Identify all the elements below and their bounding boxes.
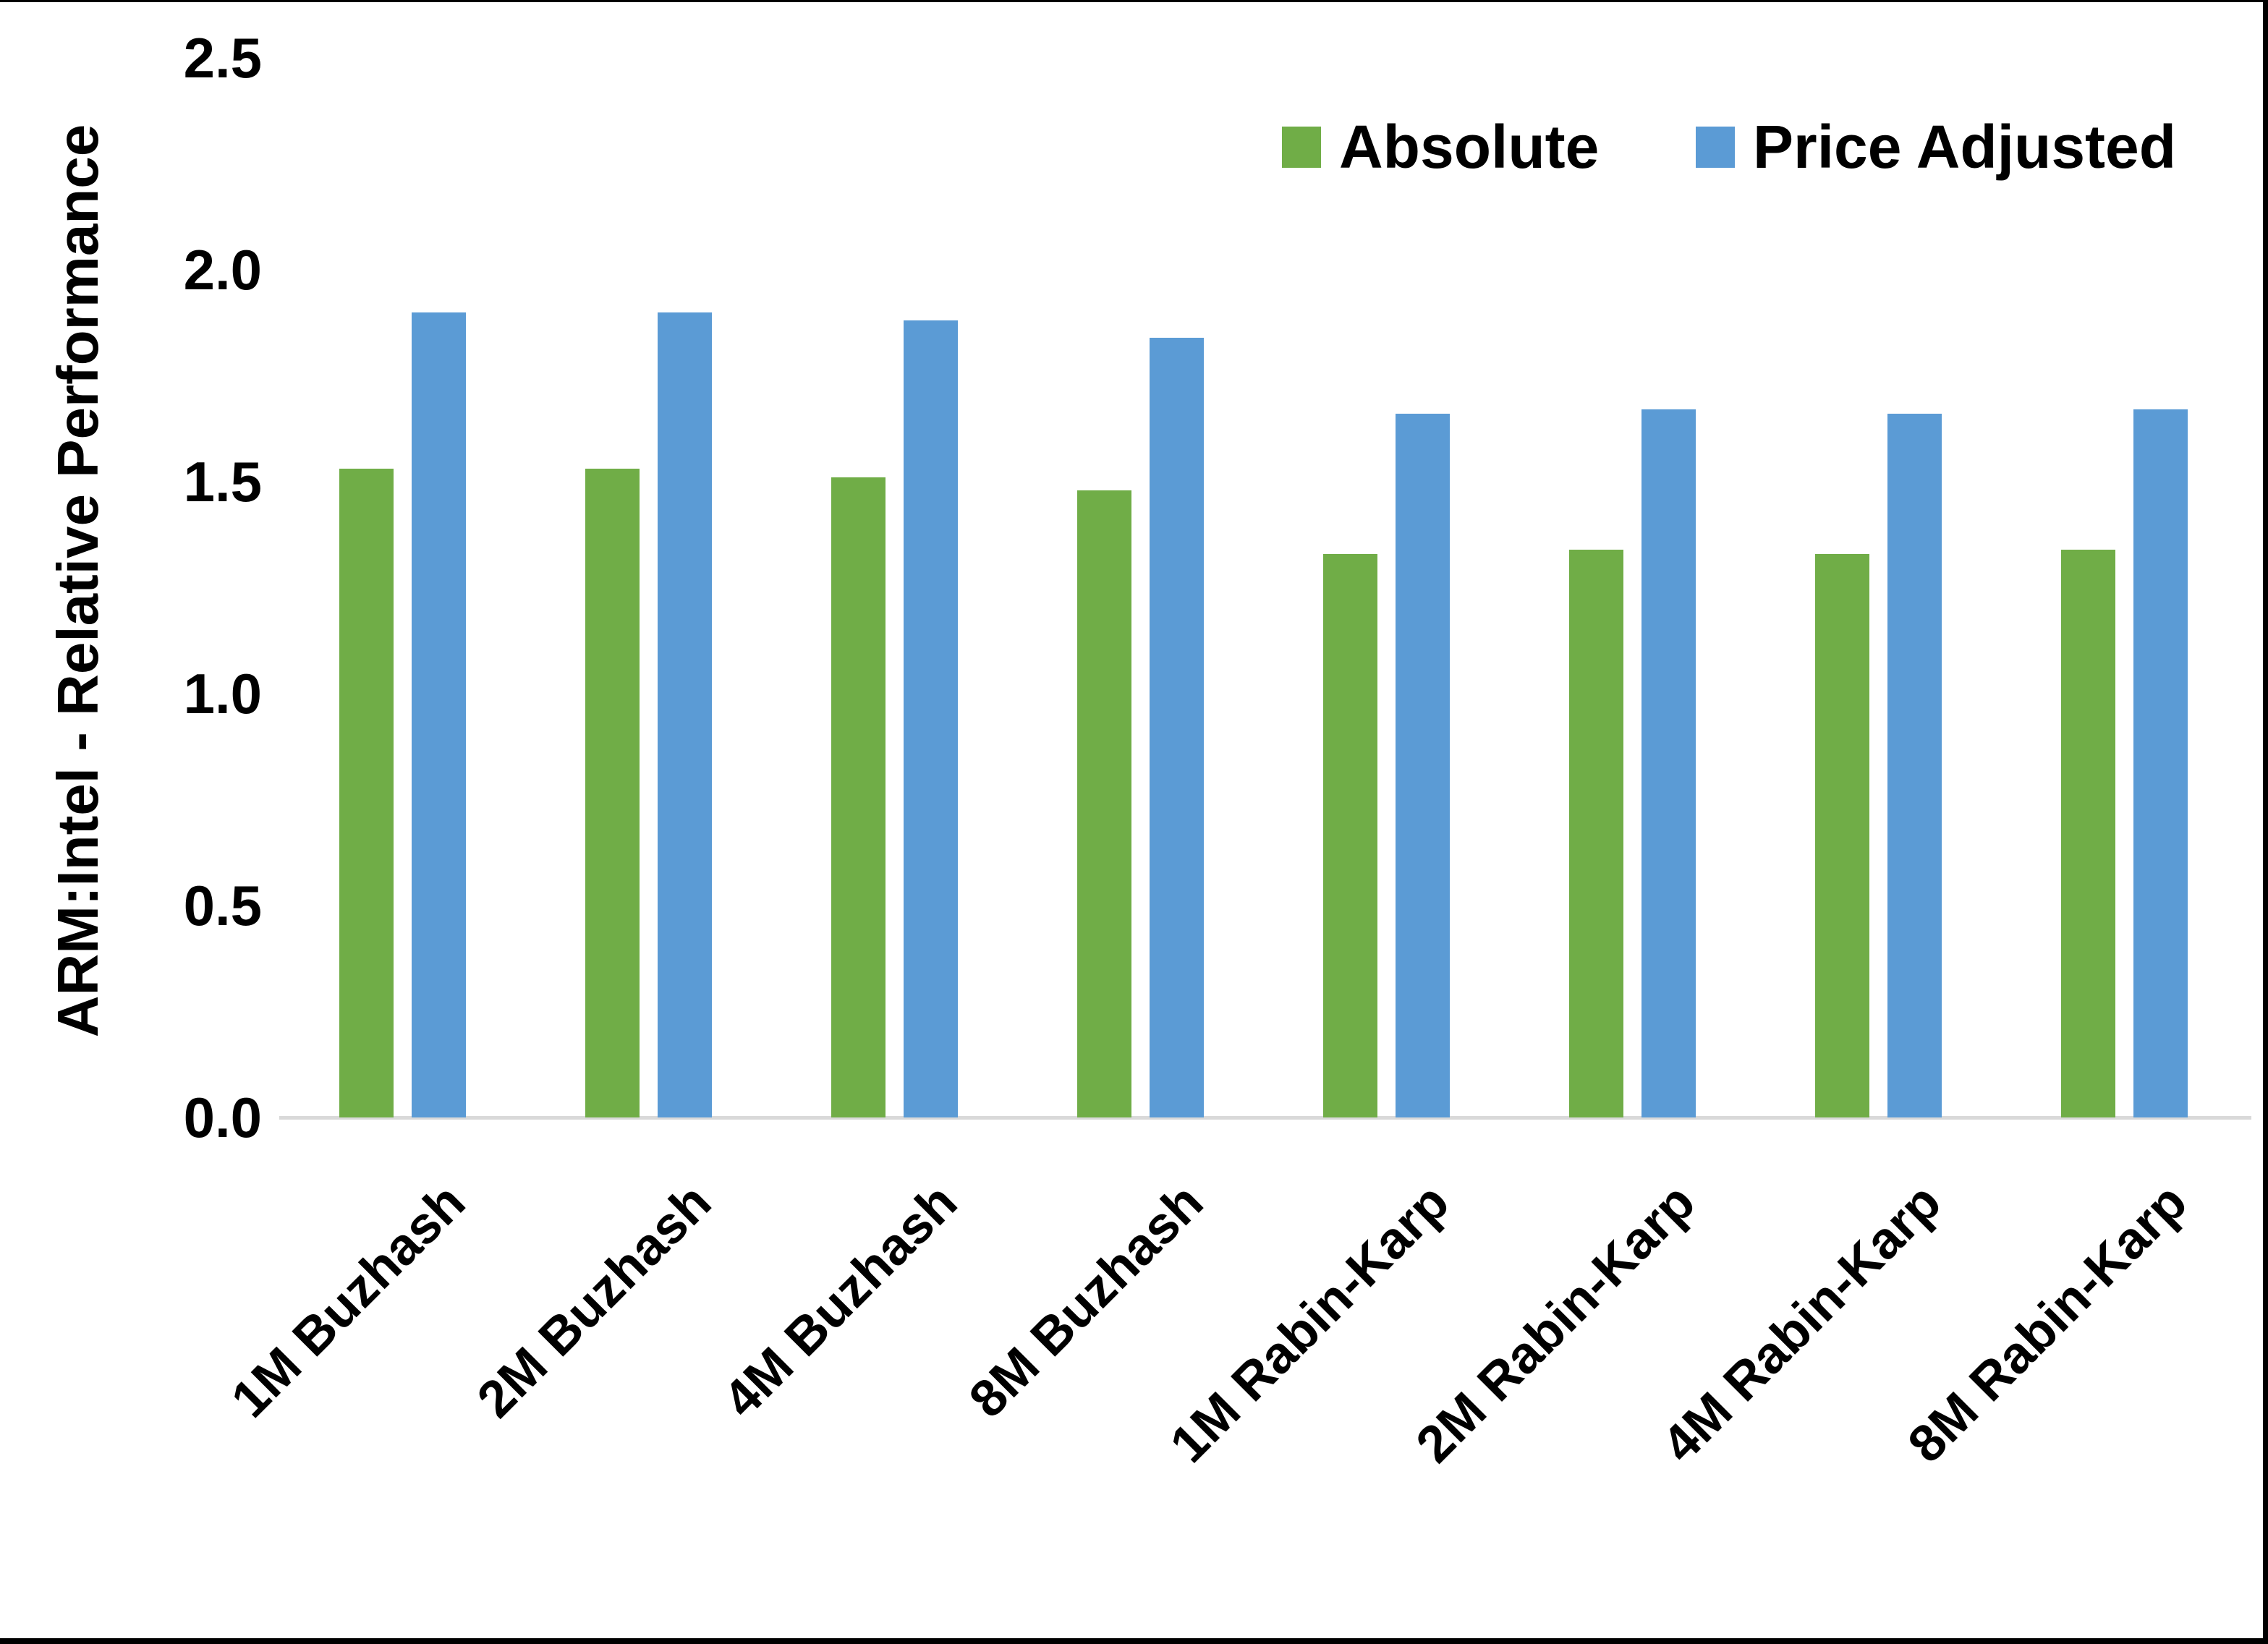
y-axis-tick-2.5: 2.5 [183,26,262,90]
legend-label-price-adjusted: Price Adjusted [1753,112,2177,181]
bar-absolute-2 [585,469,640,1117]
bar-price-adjusted-3 [904,320,958,1117]
x-axis-label-3: 4M Buzhash [712,1172,969,1429]
bar-absolute-8 [2061,550,2115,1117]
bar-absolute-1 [339,469,394,1117]
y-axis-tick-0.5: 0.5 [183,874,262,937]
y-axis-tick-0.0: 0.0 [183,1086,262,1149]
bar-price-adjusted-8 [2133,409,2188,1117]
y-axis-tick-2.0: 2.0 [183,238,262,302]
bar-price-adjusted-1 [412,312,466,1117]
legend-item-absolute: Absolute [1282,111,1599,183]
bar-absolute-6 [1569,550,1623,1117]
bar-absolute-3 [831,477,885,1117]
y-axis-tick-1.0: 1.0 [183,662,262,725]
legend-label-absolute: Absolute [1339,112,1600,181]
bar-absolute-7 [1815,554,1869,1117]
bar-price-adjusted-2 [658,312,712,1117]
bar-price-adjusted-6 [1641,409,1696,1117]
bar-price-adjusted-4 [1150,338,1204,1117]
legend-swatch-absolute [1282,126,1321,168]
x-axis-label-2: 2M Buzhash [466,1172,723,1429]
legend-swatch-price-adjusted [1696,126,1735,168]
bar-absolute-5 [1323,554,1377,1117]
x-axis-line [279,1116,2251,1120]
bar-price-adjusted-5 [1396,414,1450,1117]
y-axis-tick-1.5: 1.5 [183,450,262,514]
x-axis-label-1: 1M Buzhash [220,1172,477,1429]
bar-absolute-4 [1077,490,1131,1117]
bar-price-adjusted-7 [1887,414,1942,1117]
legend-item-price-adjusted: Price Adjusted [1696,111,2176,183]
x-axis-label-4: 8M Buzhash [958,1172,1215,1429]
